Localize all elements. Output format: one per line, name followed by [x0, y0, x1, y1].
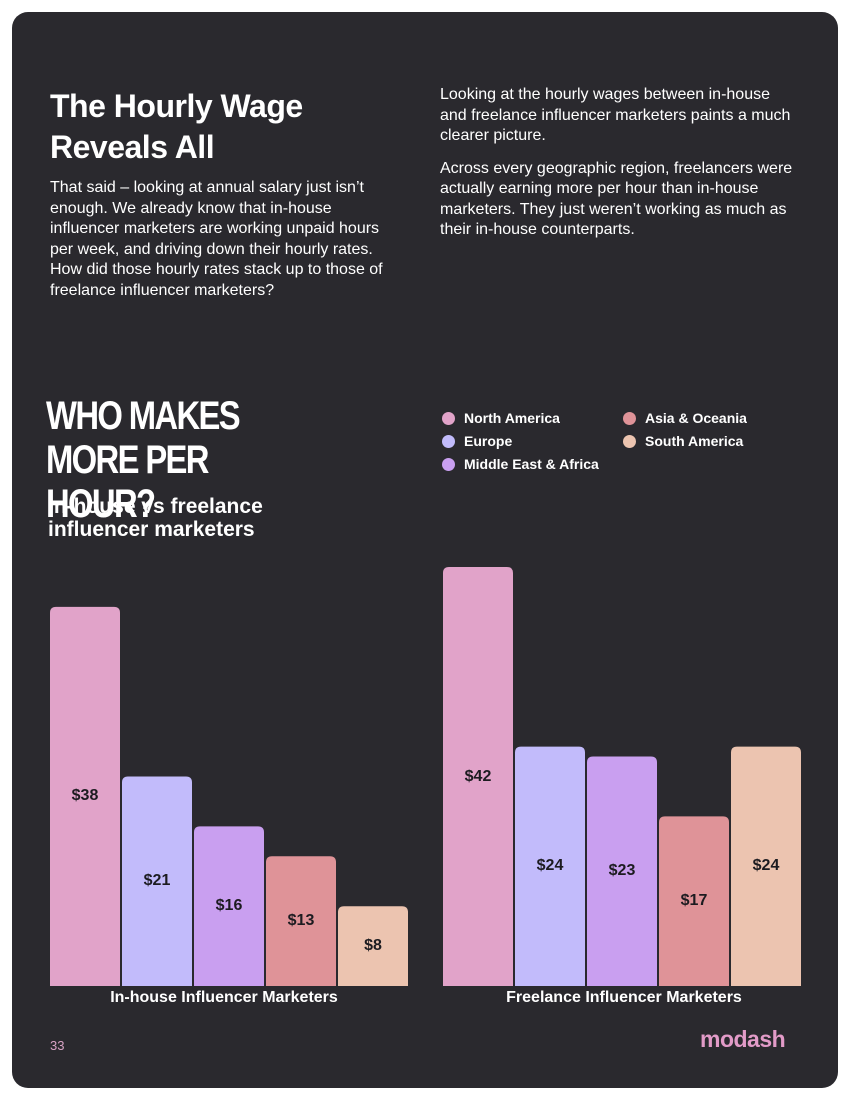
legend-label: Middle East & Africa	[464, 456, 599, 472]
intro-left-paragraph: That said – looking at annual salary jus…	[50, 179, 383, 299]
bar-in-house-north-america	[50, 606, 120, 986]
chart-legend: North America Europe Middle East & Afric…	[442, 410, 822, 480]
bar-value-label: $21	[143, 872, 171, 890]
legend-dot-icon	[442, 411, 455, 425]
legend-item-south-america: South America	[623, 433, 743, 449]
x-axis-label-in-house: In-house Influencer Marketers	[110, 989, 338, 1006]
legend-dot-icon	[623, 411, 636, 425]
bar-chart	[50, 567, 801, 986]
page-heading: The Hourly Wage Reveals All	[50, 88, 303, 165]
bar-freelance-asia-oceania	[659, 816, 729, 986]
x-axis-label-freelance: Freelance Influencer Marketers	[506, 989, 742, 1006]
chart-subtitle: In-house vs freelance influencer markete…	[48, 495, 263, 541]
bar-value-label: $24	[752, 857, 780, 875]
bar-freelance-south-america	[731, 746, 801, 986]
intro-right-paragraph-2: Across every geographic region, freelanc…	[440, 159, 793, 239]
bar-value-label: $38	[71, 787, 99, 805]
page-number: 33	[50, 1038, 65, 1053]
legend-label: Europe	[464, 433, 513, 449]
bar-value-label: $13	[287, 912, 315, 930]
legend-dot-icon	[442, 434, 455, 448]
bar-value-label: $16	[215, 897, 243, 915]
chart-heading: WHO MAKES MORE PER HOUR?	[46, 394, 241, 526]
report-page: The Hourly Wage Reveals All That said – …	[12, 12, 838, 1088]
bar-in-house-europe	[122, 776, 192, 986]
bar-in-house-asia-oceania	[266, 856, 336, 986]
intro-right: Looking at the hourly wages between in-h…	[440, 85, 800, 253]
legend-item-north-america: North America	[442, 410, 560, 426]
legend-label: South America	[645, 433, 744, 449]
bar-in-house-south-america	[338, 906, 408, 986]
bar-freelance-middle-east-africa	[587, 756, 657, 986]
bar-freelance-europe	[515, 746, 585, 986]
bar-in-house-middle-east-africa	[194, 826, 264, 986]
brand-logo: modash	[700, 1026, 786, 1052]
bar-value-label: $24	[536, 857, 564, 875]
intro-right-paragraph-1: Looking at the hourly wages between in-h…	[440, 86, 791, 144]
legend-label: North America	[464, 410, 560, 426]
legend-dot-icon	[623, 434, 636, 448]
bar-freelance-north-america	[443, 567, 513, 986]
legend-dot-icon	[442, 457, 455, 471]
bar-value-label: $42	[464, 767, 492, 785]
bar-value-label: $8	[364, 937, 382, 955]
bar-value-label: $17	[680, 892, 708, 910]
legend-label: Asia & Oceania	[645, 410, 747, 426]
legend-item-middle-east-africa: Middle East & Africa	[442, 456, 599, 472]
legend-item-europe: Europe	[442, 433, 512, 449]
legend-item-asia-oceania: Asia & Oceania	[623, 410, 747, 426]
bar-value-label: $23	[608, 862, 636, 880]
